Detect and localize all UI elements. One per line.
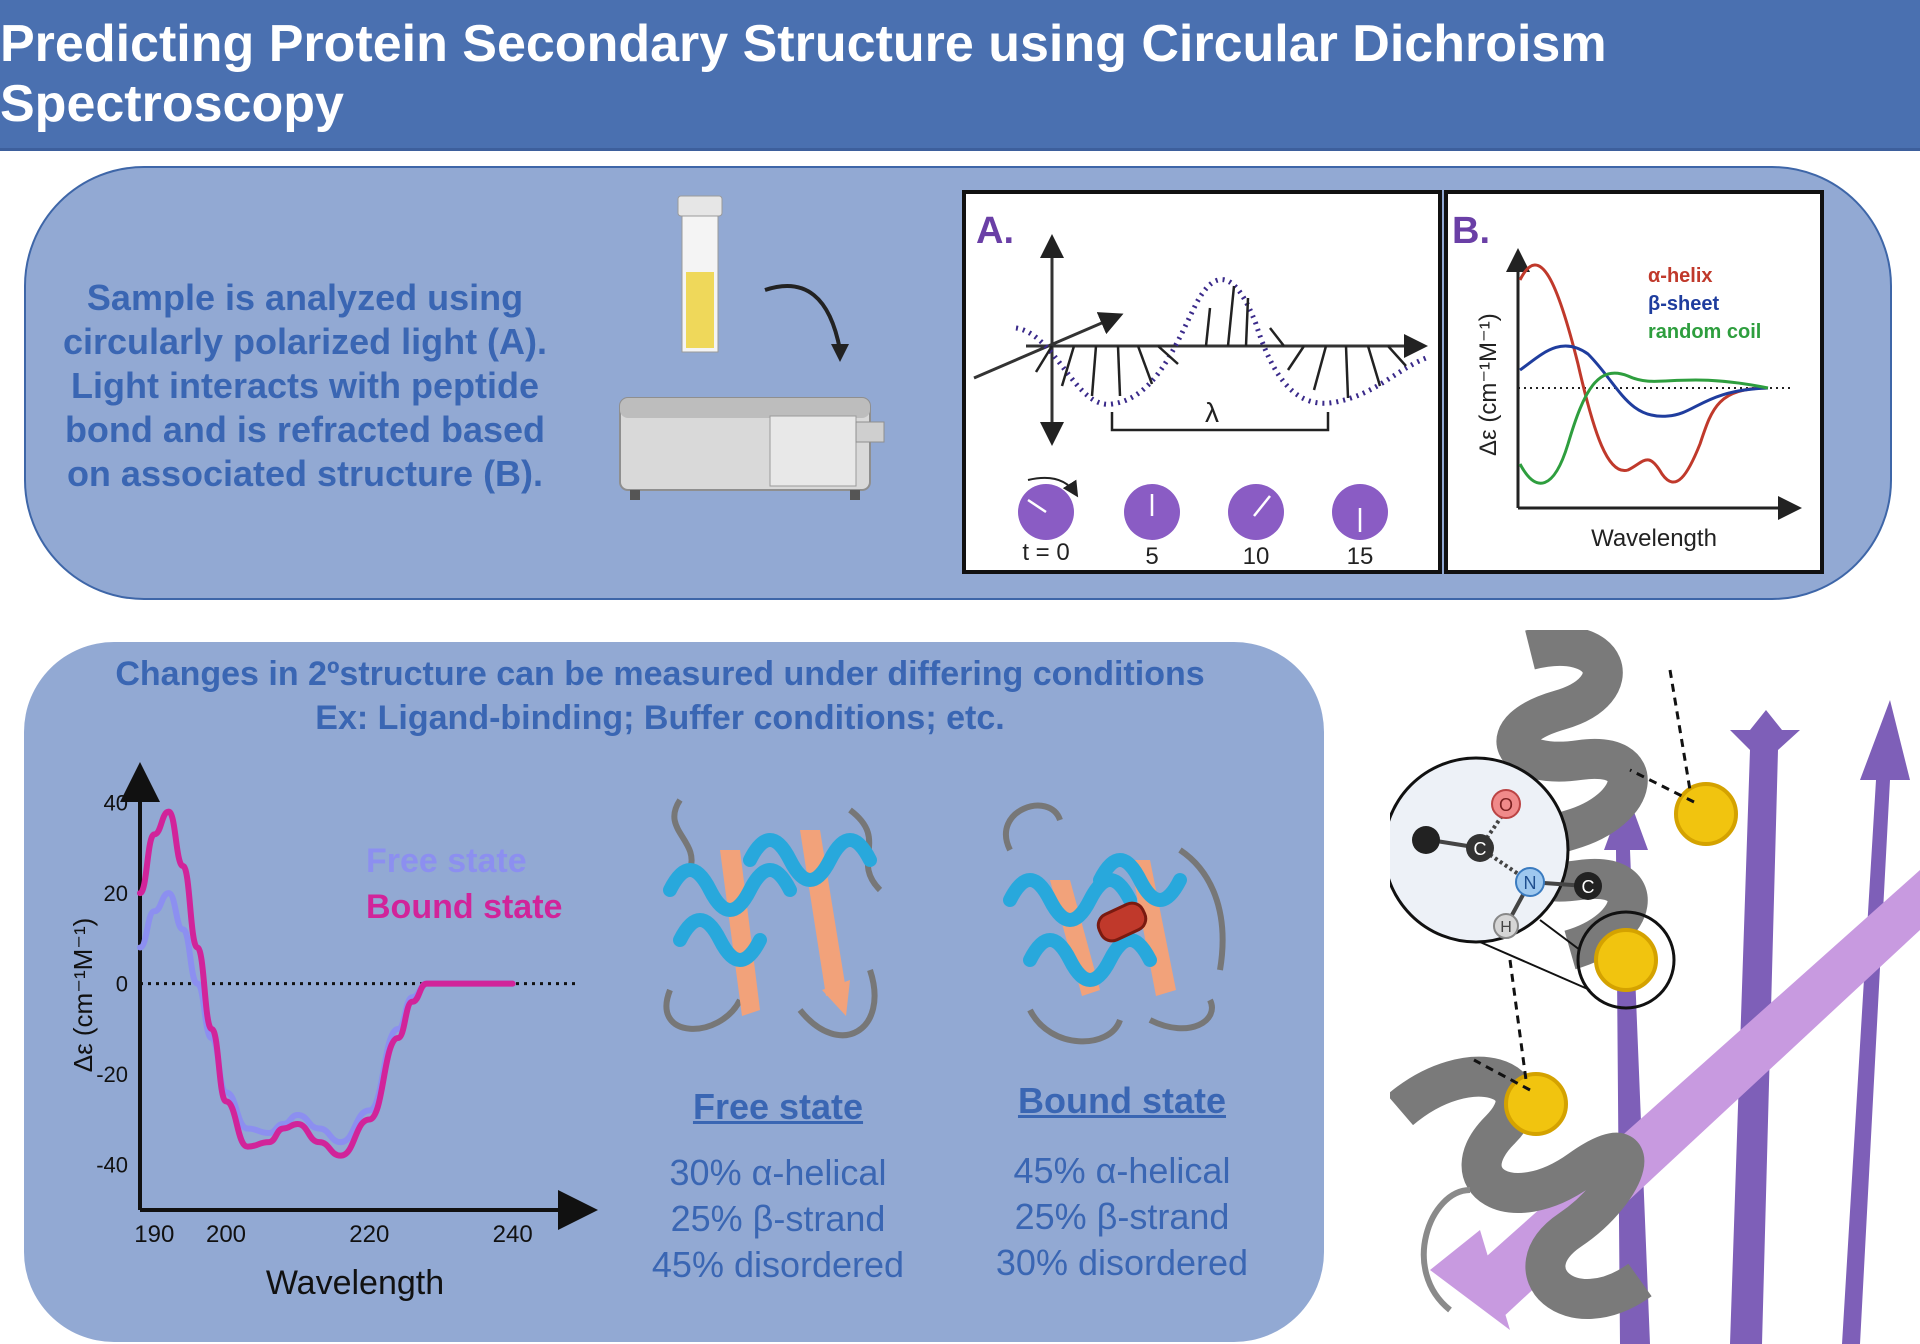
ligand-icon (1096, 901, 1148, 943)
legend-alpha-helix: α-helix (1648, 265, 1713, 287)
legend-random-coil: random coil (1648, 321, 1761, 343)
y-tick-label: -40 (96, 1153, 128, 1178)
wave-path (1015, 277, 1427, 407)
panel-b-label: B. (1452, 210, 1490, 252)
panel-b-ylabel: Δε (cm⁻¹M⁻¹) (1475, 313, 1502, 456)
reference-spectra-diagram: α-helix β-sheet random coil Δε (cm⁻¹M⁻¹)… (1475, 248, 1802, 552)
free-state-heading: Free state (692, 1086, 864, 1127)
peptide-bond-icon: O C N H C (1412, 789, 1602, 939)
caption-line-1: Changes in 2ºstructure can be measured u… (115, 655, 1205, 693)
alpha-helix-curve (1518, 263, 1769, 484)
bound-state-stats: 45% α-helical 25% β-strand 30% disordere… (952, 1148, 1292, 1286)
time-label-10: 10 (1243, 543, 1270, 570)
carbon-atom-label-2: C (1582, 877, 1595, 897)
panel-a-label: A. (976, 210, 1014, 252)
time-label-15: 15 (1347, 543, 1374, 570)
chart-ylabel: Δε (cm⁻¹M⁻¹) (68, 918, 98, 1073)
bound-disordered-stat: 30% disordered (995, 1242, 1249, 1283)
field-vectors (1034, 285, 1407, 399)
free-disordered-stat: 45% disordered (651, 1244, 905, 1285)
top-description: Sample is analyzed using circularly pola… (62, 277, 548, 494)
polarization-circles (1018, 476, 1388, 540)
wavelength-bracket (1110, 412, 1330, 432)
legend-free-state: Free state (366, 842, 527, 880)
y-tick-label: 0 (116, 972, 128, 997)
x-tick-label: 220 (349, 1221, 389, 1248)
nitrogen-atom-label: N (1524, 873, 1537, 893)
series-line-bound-state (137, 808, 516, 1159)
beta-sheet-curve (1519, 344, 1769, 418)
lambda-label: λ (1205, 397, 1219, 428)
series-line-free-state (137, 890, 516, 1146)
bottom-panel (24, 642, 1324, 1342)
hydrogen-atom-label: H (1500, 919, 1512, 936)
protein-structure-illustration: O C N H C (1390, 630, 1920, 1344)
time-label-5: 5 (1145, 543, 1158, 570)
x-tick-label: 190 (134, 1221, 174, 1248)
cuvette-cap-icon (677, 195, 723, 217)
caption-line-2: Ex: Ligand-binding; Buffer conditions; e… (315, 699, 1005, 737)
time-label-0: t = 0 (1022, 539, 1069, 566)
curved-arrow-icon (764, 284, 842, 351)
bound-beta-stat: 25% β-strand (1014, 1196, 1230, 1237)
panel-b-xlabel: Wavelength (1591, 525, 1717, 552)
oxygen-atom-label: O (1499, 795, 1513, 815)
legend-bound-state: Bound state (366, 888, 563, 926)
free-alpha-stat: 30% α-helical (669, 1152, 887, 1193)
bottom-caption: Changes in 2ºstructure can be measured u… (80, 652, 1240, 740)
y-tick-label: 40 (104, 791, 128, 816)
cuvette-sample-icon (686, 272, 714, 348)
y-tick-label: -20 (96, 1062, 128, 1087)
carbon-atom-label: C (1474, 839, 1487, 859)
free-state-protein-icon (663, 798, 883, 1039)
legend-beta-sheet: β-sheet (1648, 293, 1719, 315)
x-tick-label: 200 (206, 1221, 246, 1248)
free-beta-stat: 25% β-strand (670, 1198, 886, 1239)
y-tick-label: 20 (104, 881, 128, 906)
spectrometer-illustration (619, 195, 885, 500)
page-title: Predicting Protein Secondary Structure u… (0, 0, 1920, 151)
x-tick-label: 240 (493, 1221, 533, 1248)
chart-xlabel: Wavelength (266, 1264, 444, 1302)
free-state-stats: 30% α-helical 25% β-strand 45% disordere… (608, 1150, 948, 1288)
bound-alpha-stat: 45% α-helical (1013, 1150, 1231, 1191)
polarized-light-diagram: λ t = 0 5 10 15 (973, 234, 1428, 570)
random-coil-curve (1518, 371, 1769, 485)
bound-state-protein-icon (1003, 802, 1226, 1045)
bound-state-heading: Bound state (1017, 1080, 1226, 1121)
